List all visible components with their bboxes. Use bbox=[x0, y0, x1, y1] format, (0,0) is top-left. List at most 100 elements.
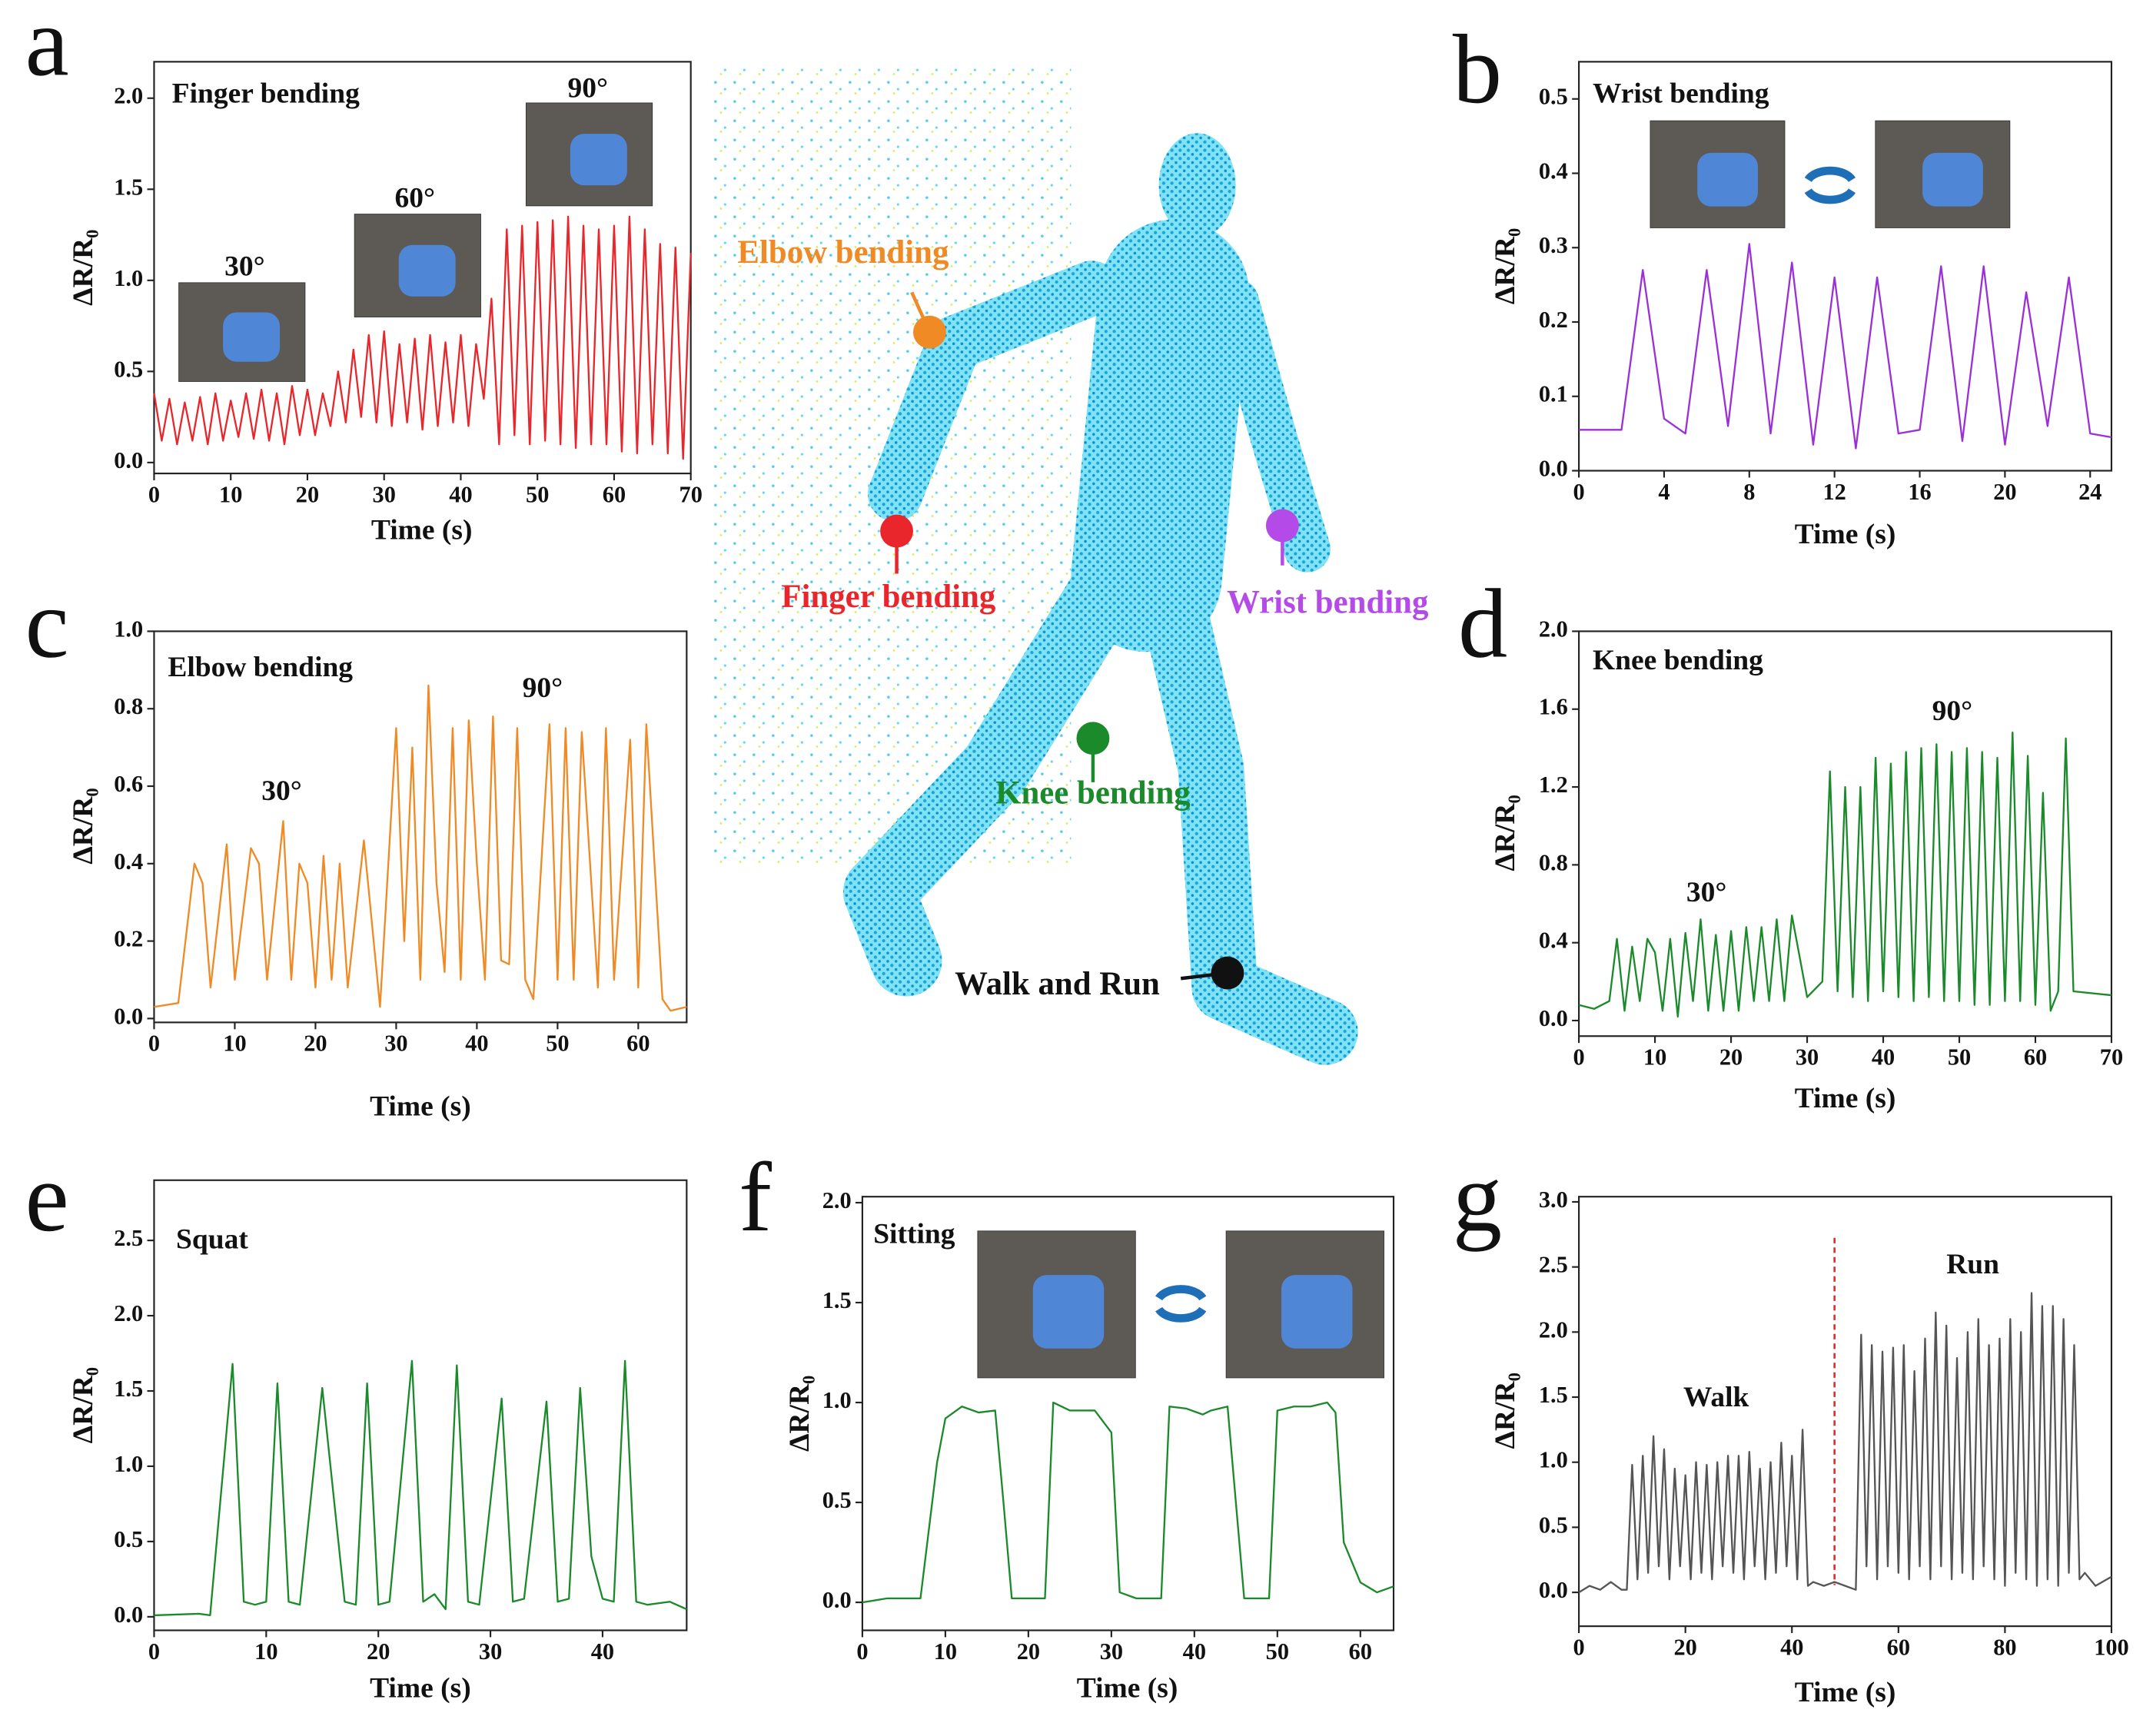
y-tick-label: 0.0 bbox=[1539, 455, 1568, 481]
y-tick-label: 0.0 bbox=[822, 1587, 852, 1613]
panel-title: Elbow bending bbox=[168, 652, 353, 683]
y-tick-label: 0.0 bbox=[114, 1602, 143, 1628]
x-tick-label: 50 bbox=[1266, 1638, 1289, 1665]
body-label: Elbow bending bbox=[737, 234, 949, 271]
x-tick-label: 30 bbox=[384, 1031, 407, 1057]
y-tick-label: 0.5 bbox=[1539, 1512, 1568, 1538]
y-tick-label: 3.0 bbox=[1539, 1187, 1568, 1213]
y-tick-label: 1.5 bbox=[114, 1376, 143, 1402]
x-tick-label: 24 bbox=[2078, 479, 2102, 505]
x-tick-label: 30 bbox=[1100, 1638, 1123, 1665]
x-axis-label: Time (s) bbox=[1795, 519, 1896, 550]
x-tick-label: 50 bbox=[546, 1031, 569, 1057]
y-tick-label: 0.0 bbox=[114, 1003, 143, 1029]
x-tick-label: 20 bbox=[1993, 479, 2016, 505]
panel: 0 4 8 12 16 20 24 0.0 0.1 0.2 0.3 0.4 0.5 Wrist bendi… bbox=[1453, 14, 2113, 550]
y-tick-label: 1.5 bbox=[114, 174, 143, 200]
x-tick-label: 0 bbox=[1573, 1634, 1585, 1660]
panel: 0 10 20 30 40 0.0 0.5 1.0 1.5 2.0 2.5 Squat Time (s)… bbox=[25, 1142, 688, 1704]
y-tick-label: 2.0 bbox=[1539, 1316, 1568, 1343]
x-axis-label: Time (s) bbox=[371, 514, 473, 546]
annotation: 90° bbox=[568, 72, 609, 104]
plot-frame bbox=[1578, 630, 2113, 1037]
swirl-icon bbox=[1804, 166, 1856, 183]
swirl-icon bbox=[1155, 1306, 1207, 1323]
x-tick-label: 16 bbox=[1908, 479, 1931, 505]
x-tick-label: 0 bbox=[148, 1031, 160, 1057]
panel-letter: f bbox=[739, 1142, 772, 1252]
photo-detail bbox=[1697, 152, 1758, 207]
head bbox=[1158, 133, 1236, 237]
x-axis-label: Time (s) bbox=[1795, 1083, 1896, 1114]
x-tick-label: 20 bbox=[367, 1638, 390, 1665]
panel-letter: c bbox=[25, 569, 69, 679]
x-tick-label: 4 bbox=[1658, 479, 1670, 505]
human-figure bbox=[714, 68, 1358, 1065]
body-label: Walk and Run bbox=[955, 966, 1160, 1002]
x-tick-label: 40 bbox=[1183, 1638, 1206, 1665]
x-tick-label: 20 bbox=[304, 1031, 327, 1057]
y-tick-label: 2.0 bbox=[822, 1187, 852, 1213]
annotation: 90° bbox=[1932, 695, 1973, 727]
data-line bbox=[1578, 731, 2112, 1018]
body-label: Knee bending bbox=[995, 775, 1191, 812]
y-tick-label: 1.0 bbox=[1539, 1447, 1568, 1473]
body-marker bbox=[1076, 722, 1110, 755]
panel: 0 10 20 30 40 50 60 70 0.0 0.4 0.8 1.2 1.6 2.0 Knee be… bbox=[1458, 569, 2123, 1114]
y-tick-label: 0.2 bbox=[114, 926, 143, 952]
plot-frame bbox=[861, 1196, 1395, 1631]
plot-frame bbox=[1578, 61, 2113, 472]
photo-detail bbox=[223, 312, 281, 362]
x-tick-label: 100 bbox=[2094, 1634, 2129, 1660]
panel-letter: b bbox=[1453, 14, 1502, 124]
y-axis-label: ΔR/R₀ bbox=[1490, 1373, 1521, 1449]
y-tick-label: 0.4 bbox=[1539, 158, 1568, 184]
annotation: 30° bbox=[261, 775, 302, 807]
x-tick-label: 0 bbox=[1573, 479, 1585, 505]
y-tick-label: 0.5 bbox=[114, 1526, 143, 1552]
y-tick-label: 0.0 bbox=[1539, 1005, 1568, 1031]
x-tick-label: 20 bbox=[1719, 1044, 1743, 1070]
photo-detail bbox=[1281, 1275, 1353, 1349]
x-tick-label: 20 bbox=[296, 481, 319, 507]
x-tick-label: 80 bbox=[1993, 1634, 2016, 1660]
data-line bbox=[154, 1359, 687, 1617]
annotation: Walk bbox=[1683, 1382, 1749, 1413]
photo-detail bbox=[570, 134, 627, 186]
y-tick-label: 0.5 bbox=[1539, 84, 1568, 110]
y-tick-label: 2.0 bbox=[114, 83, 143, 109]
panel-letter: a bbox=[25, 0, 69, 96]
plot-frame bbox=[153, 630, 688, 1024]
y-axis-label: ΔR/R₀ bbox=[68, 788, 99, 864]
annotation: Run bbox=[1946, 1249, 1999, 1280]
x-tick-label: 10 bbox=[934, 1638, 957, 1665]
y-tick-label: 2.0 bbox=[1539, 616, 1568, 642]
plot-frame bbox=[153, 1179, 688, 1631]
panel-title: Finger bending bbox=[172, 78, 360, 110]
x-tick-label: 60 bbox=[2024, 1044, 2047, 1070]
photo-detail bbox=[1032, 1275, 1105, 1349]
x-tick-label: 60 bbox=[1887, 1634, 1910, 1660]
x-axis-label: Time (s) bbox=[1077, 1673, 1178, 1704]
x-tick-label: 20 bbox=[1017, 1638, 1040, 1665]
x-tick-label: 20 bbox=[1673, 1634, 1696, 1660]
y-tick-label: 1.0 bbox=[114, 1451, 143, 1477]
y-tick-label: 2.5 bbox=[114, 1225, 143, 1251]
plot-frame bbox=[1578, 1196, 2113, 1628]
data-line bbox=[862, 1401, 1394, 1604]
photo-detail bbox=[398, 244, 456, 297]
x-tick-label: 30 bbox=[1796, 1044, 1819, 1070]
panel: 0 20 40 60 80 100 0.0 0.5 1.0 1.5 2.0 2.5 3.0 Walk Run… bbox=[1453, 1142, 2129, 1708]
x-tick-label: 8 bbox=[1743, 479, 1755, 505]
x-tick-label: 60 bbox=[603, 481, 626, 507]
y-tick-label: 0.5 bbox=[822, 1487, 852, 1513]
x-axis-label: Time (s) bbox=[1795, 1677, 1896, 1708]
data-line bbox=[1578, 1292, 2112, 1594]
x-tick-label: 10 bbox=[254, 1638, 277, 1665]
panel-title: Knee bending bbox=[1593, 645, 1763, 676]
y-tick-label: 0.8 bbox=[114, 693, 143, 719]
data-line bbox=[1579, 243, 2112, 450]
body bbox=[842, 219, 1358, 1065]
body-marker bbox=[1265, 509, 1299, 543]
x-tick-label: 10 bbox=[223, 1031, 246, 1057]
